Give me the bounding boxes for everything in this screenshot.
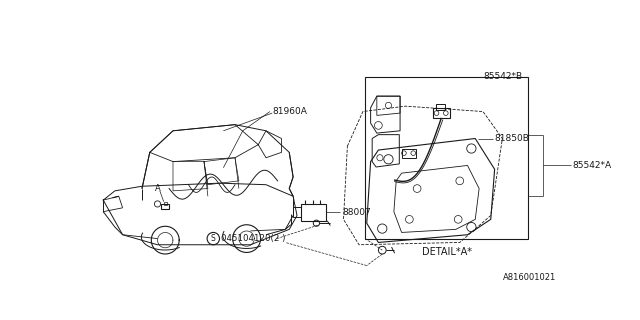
Text: DETAIL*A*: DETAIL*A* xyxy=(422,247,472,258)
Text: 81850B: 81850B xyxy=(495,134,529,143)
Bar xyxy=(293,207,301,217)
Text: A816001021: A816001021 xyxy=(503,273,556,282)
Bar xyxy=(433,108,450,118)
Bar xyxy=(301,204,326,221)
Text: 85542*A: 85542*A xyxy=(572,161,611,170)
Text: 045104120(2 ): 045104120(2 ) xyxy=(221,234,285,243)
Text: 85542*B: 85542*B xyxy=(483,72,522,81)
Text: 88007: 88007 xyxy=(342,208,371,217)
Text: 81960A: 81960A xyxy=(272,107,307,116)
Bar xyxy=(402,148,415,158)
Bar xyxy=(365,77,528,239)
Bar xyxy=(161,204,169,209)
Text: A: A xyxy=(155,184,161,193)
Text: S: S xyxy=(211,234,216,243)
Bar xyxy=(436,104,445,110)
Bar xyxy=(164,203,167,205)
